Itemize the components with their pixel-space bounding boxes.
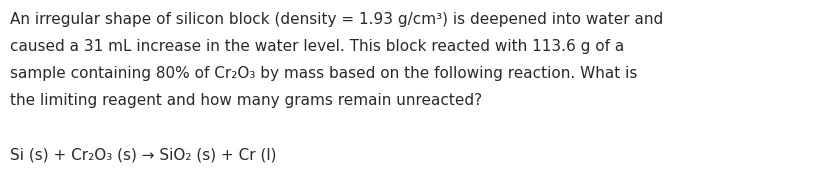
Text: Si (s) + Cr₂O₃ (s) → SiO₂ (s) + Cr (l): Si (s) + Cr₂O₃ (s) → SiO₂ (s) + Cr (l) [10, 148, 276, 163]
Text: the limiting reagent and how many grams remain unreacted?: the limiting reagent and how many grams … [10, 93, 482, 108]
Text: An irregular shape of silicon block (density = 1.93 g/cm³) is deepened into wate: An irregular shape of silicon block (den… [10, 12, 663, 27]
Text: caused a 31 mL increase in the water level. This block reacted with 113.6 g of a: caused a 31 mL increase in the water lev… [10, 39, 624, 54]
Text: sample containing 80% of Cr₂O₃ by mass based on the following reaction. What is: sample containing 80% of Cr₂O₃ by mass b… [10, 66, 637, 81]
